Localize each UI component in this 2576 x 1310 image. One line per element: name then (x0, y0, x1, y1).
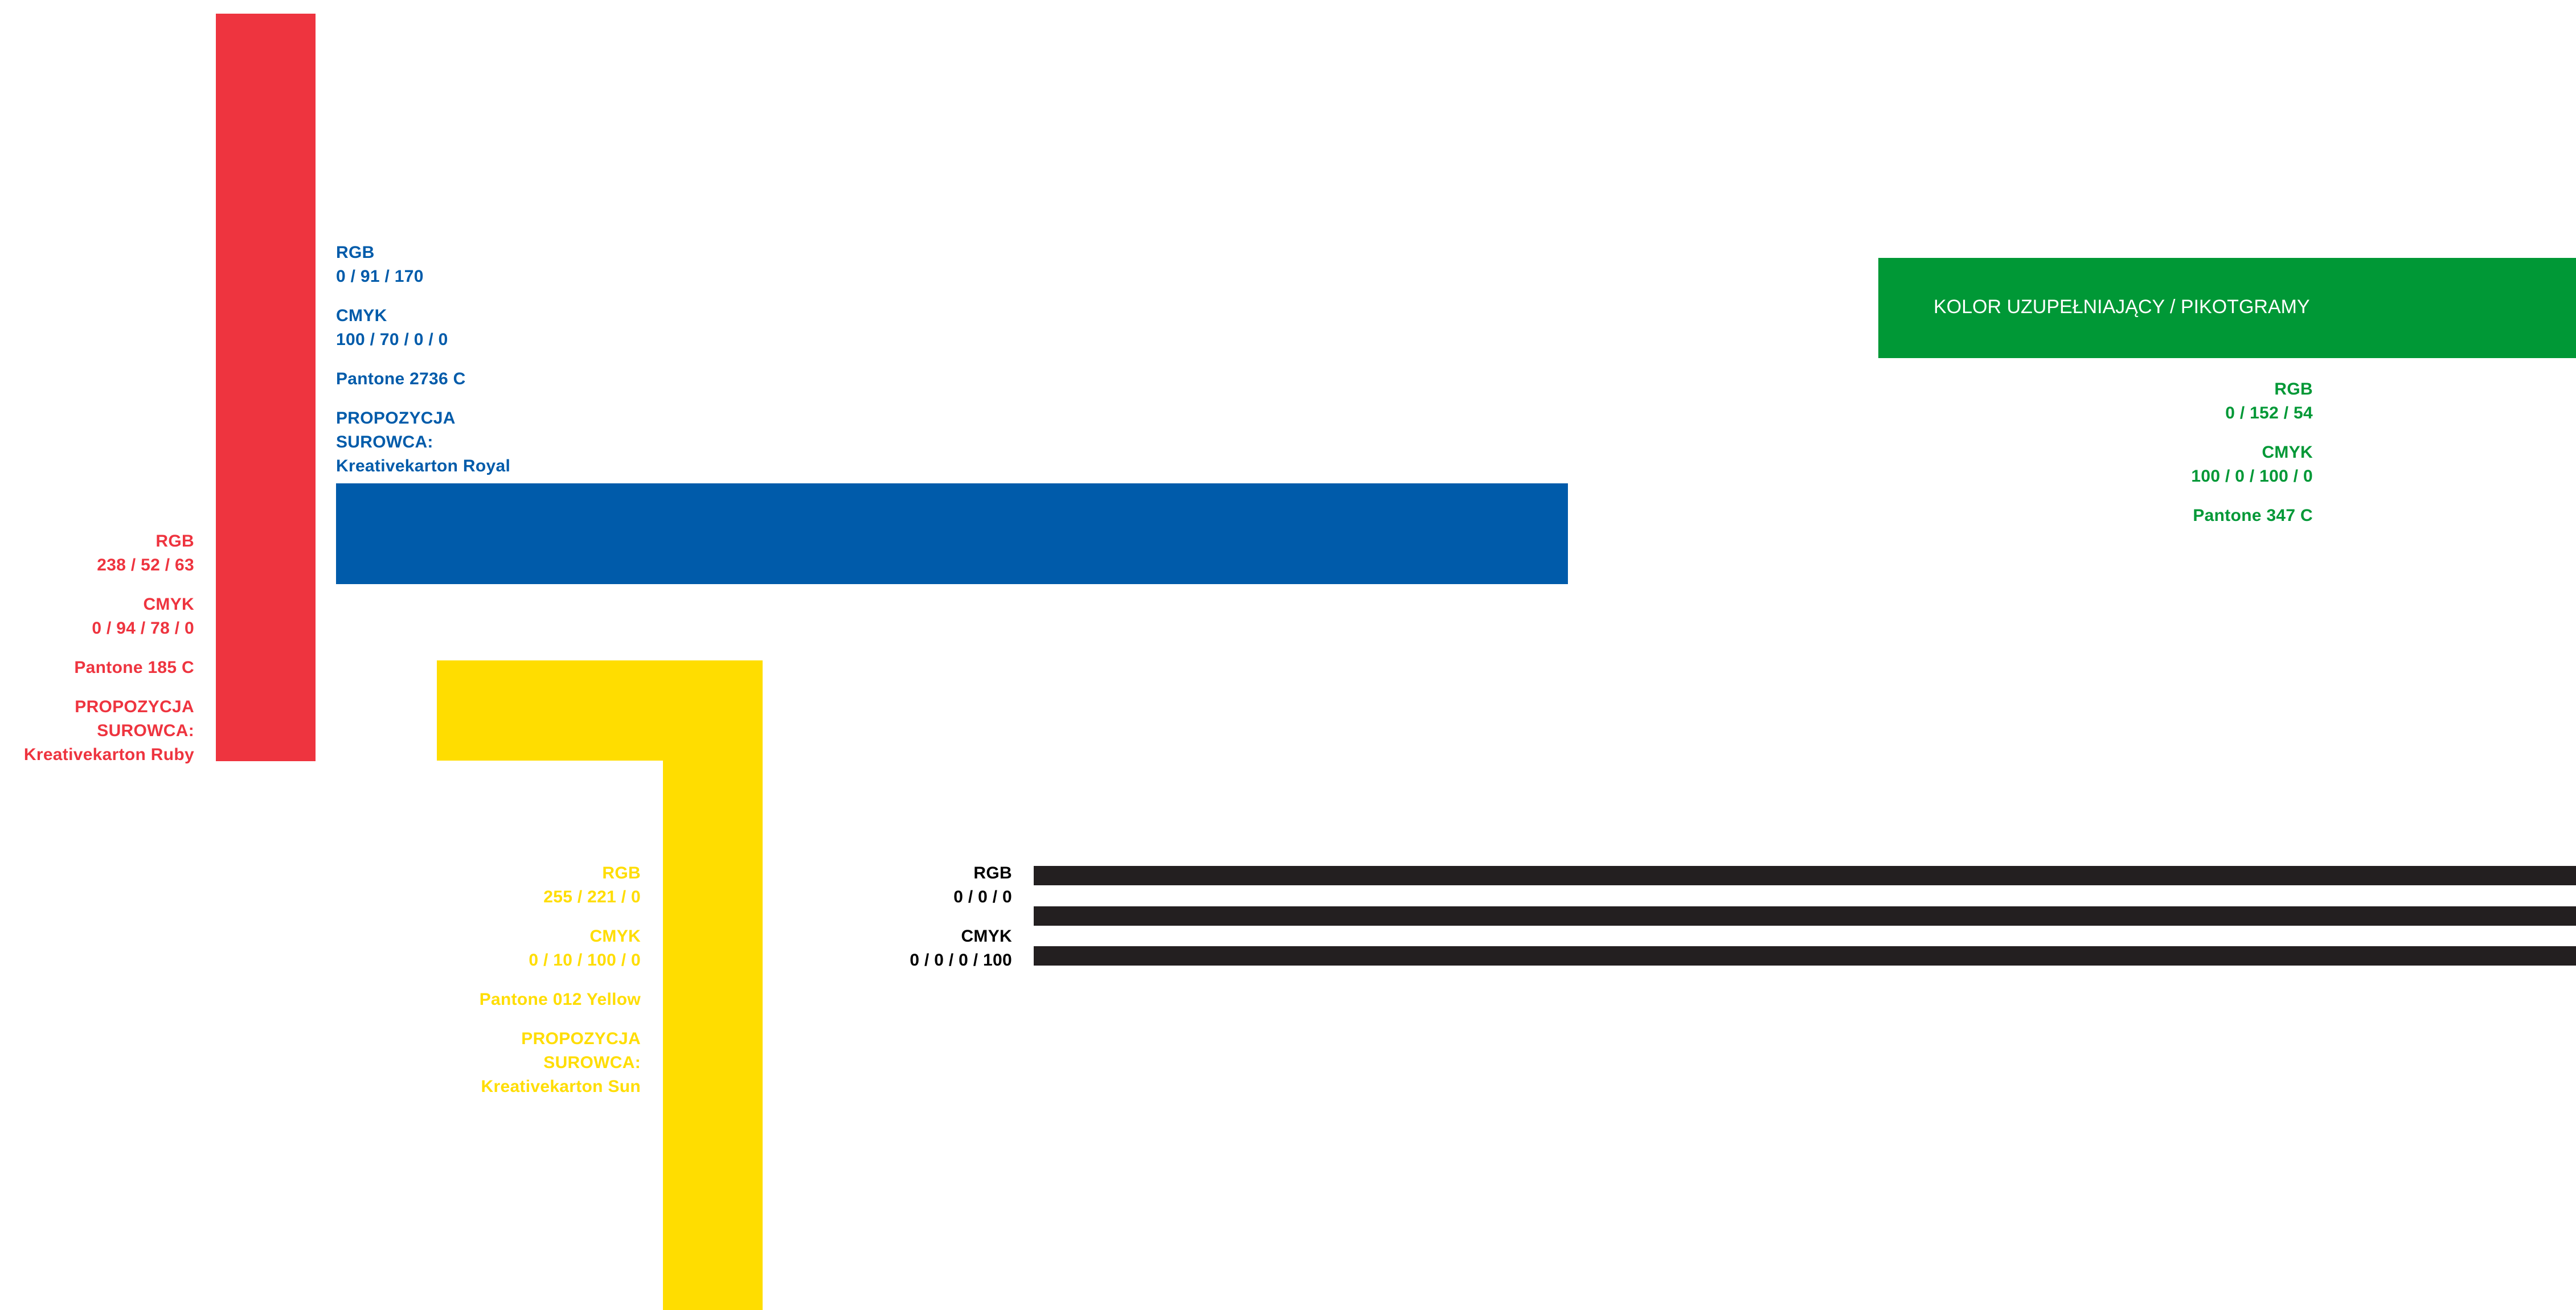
blue-material: Kreativekarton Royal (336, 457, 511, 475)
green-color-swatch (1878, 258, 2576, 358)
black-stripe-2 (1034, 906, 2576, 926)
blue-color-spec: RGB 0 / 91 / 170 CMYK 100 / 70 / 0 / 0 P… (336, 241, 510, 478)
yellow-color-swatch-vertical (663, 660, 763, 1310)
red-color-spec: RGB 238 / 52 / 63 CMYK 0 / 94 / 78 / 0 P… (24, 529, 194, 767)
yellow-cmyk-value: 0 / 10 / 100 / 0 (529, 951, 641, 970)
blue-color-swatch (336, 483, 1568, 584)
black-cmyk-value: 0 / 0 / 0 / 100 (910, 951, 1012, 970)
red-material: Kreativekarton Ruby (23, 745, 194, 764)
blue-cmyk-value: 100 / 70 / 0 / 0 (336, 330, 448, 349)
green-pantone: Pantone 347 C (2193, 506, 2313, 525)
yellow-color-spec: RGB 255 / 221 / 0 CMYK 0 / 10 / 100 / 0 … (480, 861, 641, 1099)
black-stripe-1 (1034, 866, 2576, 885)
red-proposal-line2: SUROWCA: (97, 721, 194, 740)
yellow-rgb-label: RGB (602, 864, 641, 882)
black-color-spec: RGB 0 / 0 / 0 CMYK 0 / 0 / 0 / 100 (910, 861, 1012, 972)
green-rgb-label: RGB (2274, 380, 2313, 399)
blue-rgb-value: 0 / 91 / 170 (336, 267, 424, 286)
red-rgb-label: RGB (155, 532, 194, 551)
green-color-spec: RGB 0 / 152 / 54 CMYK 100 / 0 / 100 / 0 … (2191, 377, 2313, 528)
yellow-material: Kreativekarton Sun (481, 1077, 641, 1096)
yellow-rgb-value: 255 / 221 / 0 (543, 888, 641, 906)
black-cmyk-label: CMYK (961, 927, 1012, 946)
green-rgb-value: 0 / 152 / 54 (2225, 404, 2313, 422)
yellow-proposal-line1: PROPOZYCJA (521, 1029, 641, 1048)
red-cmyk-value: 0 / 94 / 78 / 0 (92, 619, 194, 638)
red-rgb-value: 238 / 52 / 63 (97, 556, 194, 574)
red-cmyk-label: CMYK (143, 595, 194, 614)
blue-pantone: Pantone 2736 C (336, 369, 466, 388)
green-cmyk-label: CMYK (2262, 443, 2313, 462)
blue-rgb-label: RGB (336, 243, 375, 262)
red-proposal-line1: PROPOZYCJA (75, 697, 194, 716)
black-rgb-label: RGB (973, 864, 1012, 882)
yellow-pantone: Pantone 012 Yellow (479, 990, 641, 1009)
red-pantone: Pantone 185 C (74, 658, 194, 677)
blue-proposal-line1: PROPOZYCJA (336, 409, 456, 428)
black-rgb-value: 0 / 0 / 0 (953, 888, 1012, 906)
green-cmyk-value: 100 / 0 / 100 / 0 (2191, 467, 2313, 486)
yellow-proposal-line2: SUROWCA: (543, 1053, 641, 1072)
blue-proposal-line2: SUROWCA: (336, 433, 433, 451)
blue-cmyk-label: CMYK (336, 306, 387, 325)
green-swatch-title: KOLOR UZUPEŁNIAJĄCY / PIKOTGRAMY (1934, 296, 2310, 318)
black-stripe-3 (1034, 946, 2576, 966)
red-color-swatch (216, 14, 316, 761)
yellow-cmyk-label: CMYK (589, 927, 641, 946)
